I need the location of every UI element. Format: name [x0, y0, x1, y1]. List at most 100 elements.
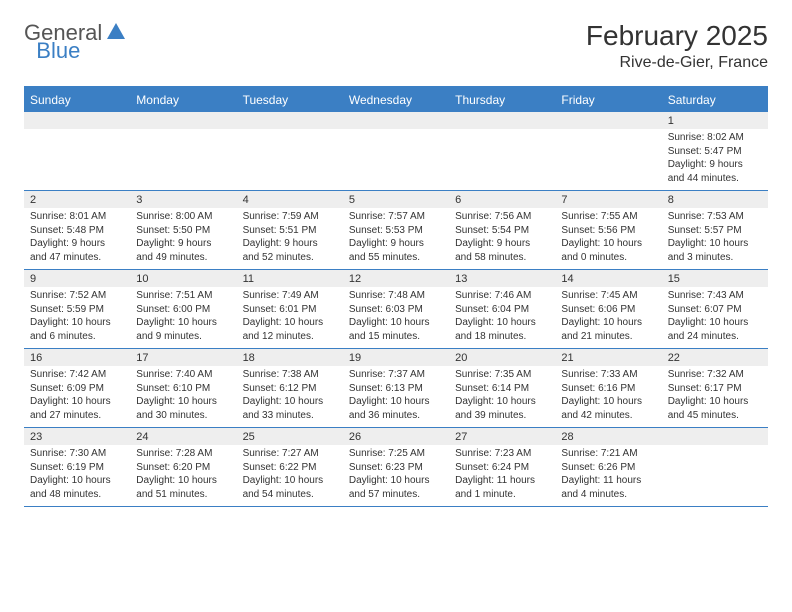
daylight-text: and 48 minutes. [30, 488, 124, 502]
day-cell: 11Sunrise: 7:49 AMSunset: 6:01 PMDayligh… [237, 270, 343, 348]
sunset-text: Sunset: 6:20 PM [136, 461, 230, 475]
sunset-text: Sunset: 6:01 PM [243, 303, 337, 317]
daylight-text: and 51 minutes. [136, 488, 230, 502]
sunrise-text: Sunrise: 8:02 AM [668, 131, 762, 145]
daylight-text: and 57 minutes. [349, 488, 443, 502]
daylight-text: and 33 minutes. [243, 409, 337, 423]
day-header: Tuesday [237, 88, 343, 112]
day-cell [130, 112, 236, 190]
day-cell: 19Sunrise: 7:37 AMSunset: 6:13 PMDayligh… [343, 349, 449, 427]
daylight-text: Daylight: 10 hours [668, 237, 762, 251]
sunrise-text: Sunrise: 7:33 AM [561, 368, 655, 382]
location: Rive-de-Gier, France [586, 54, 768, 72]
daylight-text: Daylight: 10 hours [561, 316, 655, 330]
sunset-text: Sunset: 5:56 PM [561, 224, 655, 238]
daylight-text: and 21 minutes. [561, 330, 655, 344]
logo: General Blue [24, 20, 174, 46]
day-cell: 27Sunrise: 7:23 AMSunset: 6:24 PMDayligh… [449, 428, 555, 506]
day-number [24, 112, 130, 129]
daylight-text: and 4 minutes. [561, 488, 655, 502]
day-body: Sunrise: 7:27 AMSunset: 6:22 PMDaylight:… [237, 445, 343, 505]
daylight-text: Daylight: 9 hours [136, 237, 230, 251]
day-body: Sunrise: 7:55 AMSunset: 5:56 PMDaylight:… [555, 208, 661, 268]
day-cell: 25Sunrise: 7:27 AMSunset: 6:22 PMDayligh… [237, 428, 343, 506]
sunrise-text: Sunrise: 7:48 AM [349, 289, 443, 303]
day-number: 25 [237, 428, 343, 445]
day-cell [24, 112, 130, 190]
daylight-text: Daylight: 10 hours [455, 395, 549, 409]
day-number [130, 112, 236, 129]
day-cell [237, 112, 343, 190]
sunrise-text: Sunrise: 7:51 AM [136, 289, 230, 303]
daylight-text: Daylight: 9 hours [243, 237, 337, 251]
day-cell: 20Sunrise: 7:35 AMSunset: 6:14 PMDayligh… [449, 349, 555, 427]
daylight-text: Daylight: 10 hours [243, 474, 337, 488]
day-body: Sunrise: 7:38 AMSunset: 6:12 PMDaylight:… [237, 366, 343, 426]
day-body: Sunrise: 7:42 AMSunset: 6:09 PMDaylight:… [24, 366, 130, 426]
daylight-text: and 18 minutes. [455, 330, 549, 344]
sunset-text: Sunset: 6:09 PM [30, 382, 124, 396]
sunrise-text: Sunrise: 7:23 AM [455, 447, 549, 461]
sunset-text: Sunset: 6:00 PM [136, 303, 230, 317]
daylight-text: and 27 minutes. [30, 409, 124, 423]
day-number: 10 [130, 270, 236, 287]
sunrise-text: Sunrise: 7:27 AM [243, 447, 337, 461]
sunset-text: Sunset: 6:13 PM [349, 382, 443, 396]
daylight-text: Daylight: 10 hours [668, 316, 762, 330]
daylight-text: Daylight: 10 hours [668, 395, 762, 409]
day-cell: 7Sunrise: 7:55 AMSunset: 5:56 PMDaylight… [555, 191, 661, 269]
daylight-text: Daylight: 10 hours [30, 474, 124, 488]
day-number: 21 [555, 349, 661, 366]
day-cell: 18Sunrise: 7:38 AMSunset: 6:12 PMDayligh… [237, 349, 343, 427]
day-cell: 23Sunrise: 7:30 AMSunset: 6:19 PMDayligh… [24, 428, 130, 506]
sunset-text: Sunset: 6:12 PM [243, 382, 337, 396]
daylight-text: and 12 minutes. [243, 330, 337, 344]
sunrise-text: Sunrise: 7:38 AM [243, 368, 337, 382]
day-number: 15 [662, 270, 768, 287]
sunset-text: Sunset: 6:23 PM [349, 461, 443, 475]
daylight-text: Daylight: 10 hours [349, 474, 443, 488]
sunset-text: Sunset: 6:22 PM [243, 461, 337, 475]
day-cell: 17Sunrise: 7:40 AMSunset: 6:10 PMDayligh… [130, 349, 236, 427]
daylight-text: Daylight: 10 hours [243, 316, 337, 330]
day-number: 27 [449, 428, 555, 445]
day-number: 5 [343, 191, 449, 208]
week-row: 16Sunrise: 7:42 AMSunset: 6:09 PMDayligh… [24, 349, 768, 428]
day-body: Sunrise: 7:25 AMSunset: 6:23 PMDaylight:… [343, 445, 449, 505]
daylight-text: and 39 minutes. [455, 409, 549, 423]
daylight-text: and 49 minutes. [136, 251, 230, 265]
daylight-text: and 44 minutes. [668, 172, 762, 186]
daylight-text: Daylight: 9 hours [455, 237, 549, 251]
day-number: 12 [343, 270, 449, 287]
daylight-text: Daylight: 10 hours [243, 395, 337, 409]
day-cell: 14Sunrise: 7:45 AMSunset: 6:06 PMDayligh… [555, 270, 661, 348]
day-number: 26 [343, 428, 449, 445]
daylight-text: and 9 minutes. [136, 330, 230, 344]
week-row: 1Sunrise: 8:02 AMSunset: 5:47 PMDaylight… [24, 112, 768, 191]
day-cell: 26Sunrise: 7:25 AMSunset: 6:23 PMDayligh… [343, 428, 449, 506]
day-number: 4 [237, 191, 343, 208]
day-cell: 13Sunrise: 7:46 AMSunset: 6:04 PMDayligh… [449, 270, 555, 348]
day-body: Sunrise: 7:35 AMSunset: 6:14 PMDaylight:… [449, 366, 555, 426]
daylight-text: Daylight: 9 hours [668, 158, 762, 172]
day-cell [343, 112, 449, 190]
day-body: Sunrise: 7:51 AMSunset: 6:00 PMDaylight:… [130, 287, 236, 347]
day-cell: 12Sunrise: 7:48 AMSunset: 6:03 PMDayligh… [343, 270, 449, 348]
sunset-text: Sunset: 6:17 PM [668, 382, 762, 396]
daylight-text: and 0 minutes. [561, 251, 655, 265]
logo-sail-icon [106, 22, 126, 45]
sunset-text: Sunset: 6:10 PM [136, 382, 230, 396]
day-body: Sunrise: 8:02 AMSunset: 5:47 PMDaylight:… [662, 129, 768, 189]
day-body: Sunrise: 7:23 AMSunset: 6:24 PMDaylight:… [449, 445, 555, 505]
day-number: 6 [449, 191, 555, 208]
day-number: 28 [555, 428, 661, 445]
daylight-text: Daylight: 10 hours [30, 316, 124, 330]
day-body: Sunrise: 7:53 AMSunset: 5:57 PMDaylight:… [662, 208, 768, 268]
sunrise-text: Sunrise: 7:59 AM [243, 210, 337, 224]
day-body: Sunrise: 7:52 AMSunset: 5:59 PMDaylight:… [24, 287, 130, 347]
day-number: 11 [237, 270, 343, 287]
daylight-text: Daylight: 11 hours [455, 474, 549, 488]
day-number: 20 [449, 349, 555, 366]
day-cell: 16Sunrise: 7:42 AMSunset: 6:09 PMDayligh… [24, 349, 130, 427]
sunset-text: Sunset: 5:48 PM [30, 224, 124, 238]
